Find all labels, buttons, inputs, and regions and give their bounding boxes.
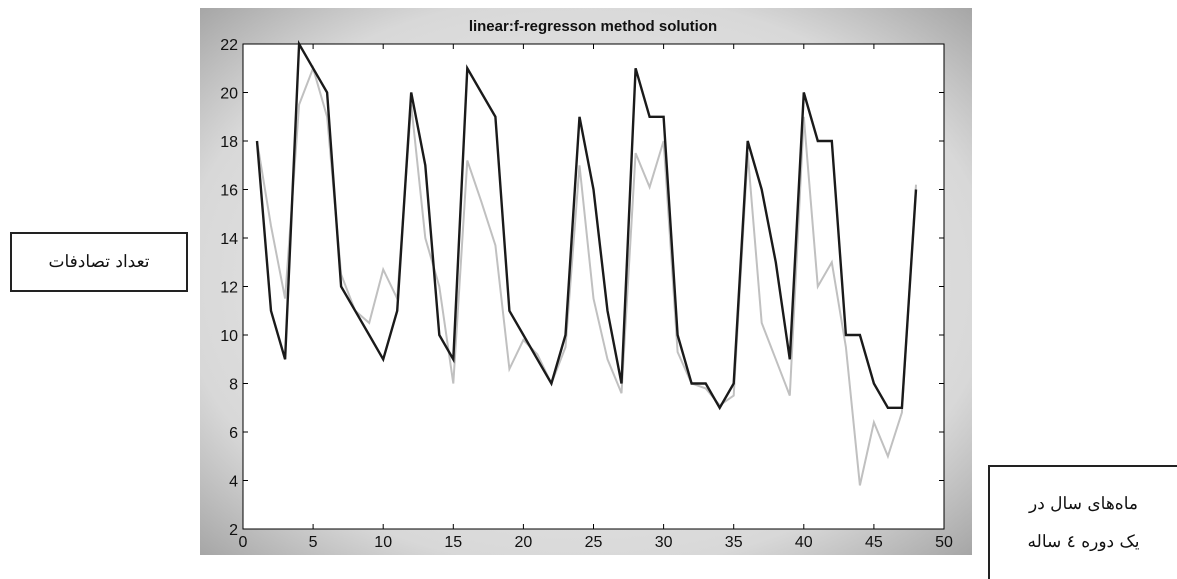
x-tick-label: 0 <box>239 534 248 551</box>
x-tick-label: 25 <box>585 534 603 551</box>
chart-figure: linear:f-regresson method solution 0 5 10 1… <box>200 8 972 555</box>
x-axis-label-line-2: یک دوره ٤ ساله <box>1027 532 1140 552</box>
x-tick-label: 30 <box>655 534 673 551</box>
axis-ticks: 0 5 10 15 20 25 30 35 40 45 50 2 4 6 8 10 12 14 16 18 20 22 <box>220 37 953 551</box>
y-tick-label: 4 <box>229 474 238 491</box>
plot-area <box>242 43 945 530</box>
x-tick-label: 5 <box>309 534 318 551</box>
y-tick-label: 18 <box>220 134 238 151</box>
series-line-dark <box>255 39 918 411</box>
x-tick-label: 35 <box>725 534 743 551</box>
y-axis-label-box: تعداد تصادفات <box>10 232 188 292</box>
x-tick-label: 40 <box>795 534 813 551</box>
x-tick-label: 20 <box>515 534 533 551</box>
y-tick-label: 10 <box>220 328 238 345</box>
y-tick-label: 14 <box>220 231 238 248</box>
series-layer <box>255 39 918 486</box>
series-line-light <box>256 65 917 486</box>
chart-svg: linear:f-regresson method solution 0 5 10 1… <box>200 8 972 555</box>
x-axis-label-line-1: ماه‌های سال در <box>1028 494 1138 514</box>
chart-title: linear:f-regresson method solution <box>469 18 717 35</box>
y-tick-label: 6 <box>229 425 238 442</box>
y-tick-label: 2 <box>229 522 238 539</box>
y-tick-label: 22 <box>220 37 238 54</box>
y-tick-label: 16 <box>220 183 238 200</box>
x-axis-label-box: ماه‌های سال در یک دوره ٤ ساله <box>988 465 1177 579</box>
y-axis-label: تعداد تصادفات <box>48 252 150 272</box>
y-tick-label: 20 <box>220 86 238 103</box>
x-tick-label: 45 <box>865 534 883 551</box>
x-tick-label: 10 <box>374 534 392 551</box>
y-tick-label: 8 <box>229 377 238 394</box>
x-tick-label: 15 <box>444 534 462 551</box>
y-tick-label: 12 <box>220 280 238 297</box>
x-tick-label: 50 <box>935 534 953 551</box>
